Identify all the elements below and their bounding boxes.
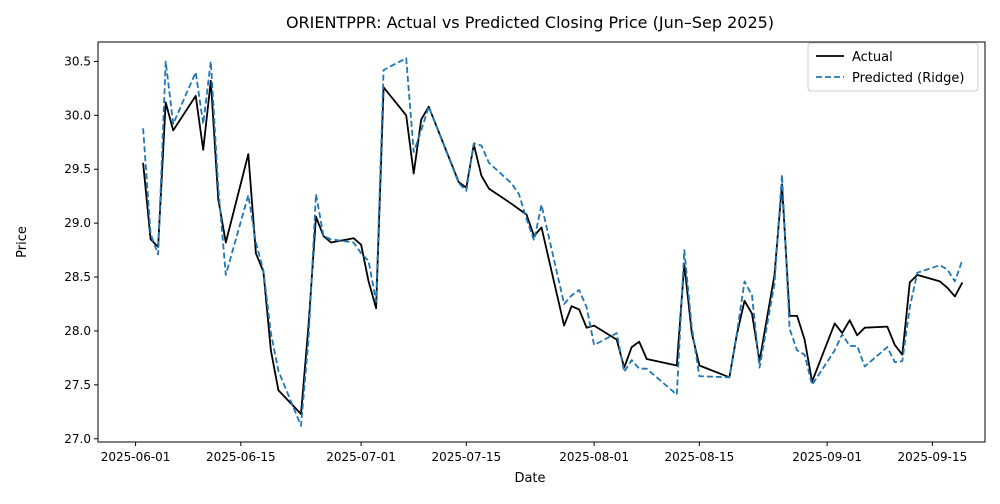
x-axis-label: Date — [514, 471, 545, 486]
legend-label-actual: Actual — [852, 50, 893, 65]
x-tick-label: 2025-08-15 — [664, 450, 734, 464]
y-tick-label: 27.5 — [64, 378, 91, 392]
chart-title: ORIENTPPR: Actual vs Predicted Closing P… — [286, 13, 774, 32]
legend-box — [807, 42, 979, 92]
y-tick-label: 29.0 — [64, 216, 91, 230]
plot-area — [142, 57, 964, 427]
y-tick-label: 28.5 — [64, 270, 91, 284]
actual-series-line — [142, 79, 964, 415]
x-tick-label: 2025-06-01 — [101, 450, 171, 464]
y-tick-label: 30.0 — [64, 108, 91, 122]
y-tick-label: 28.0 — [64, 324, 91, 338]
predicted-series-line — [142, 57, 964, 427]
x-tick-label: 2025-09-15 — [898, 450, 968, 464]
legend-label-predicted: Predicted (Ridge) — [852, 71, 964, 86]
x-tick-label: 2025-07-15 — [431, 450, 501, 464]
x-tick-label: 2025-08-01 — [559, 450, 629, 464]
plot-frame — [97, 41, 986, 443]
x-tick-label: 2025-06-15 — [206, 450, 276, 464]
y-tick-label: 30.5 — [64, 54, 91, 68]
y-axis-label: Price — [15, 226, 30, 258]
legend: Actual Predicted (Ridge) — [807, 42, 979, 92]
y-axis: 27.0 27.5 28.0 28.5 29.0 29.5 30.0 30.5 — [64, 54, 98, 446]
y-tick-label: 27.0 — [64, 432, 91, 446]
x-tick-label: 2025-07-01 — [326, 450, 396, 464]
y-tick-label: 29.5 — [64, 162, 91, 176]
x-axis: 2025-06-01 2025-06-15 2025-07-01 2025-07-15… — [101, 442, 968, 464]
x-tick-label: 2025-09-01 — [792, 450, 862, 464]
